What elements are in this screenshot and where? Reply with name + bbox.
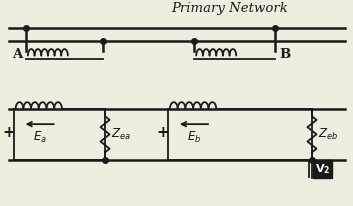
Text: $E_a$: $E_a$ (33, 130, 47, 145)
Text: A: A (12, 48, 22, 61)
Text: +: + (156, 125, 169, 140)
Text: $E_b$: $E_b$ (187, 130, 201, 145)
Text: $Z_{eb}$: $Z_{eb}$ (318, 127, 338, 142)
Text: +: + (2, 125, 15, 140)
Text: Primary Network: Primary Network (171, 2, 288, 15)
Text: $Z_{ea}$: $Z_{ea}$ (111, 127, 131, 142)
Text: $\mathbf{V_2}$: $\mathbf{V_2}$ (315, 162, 330, 176)
Text: B: B (279, 48, 291, 61)
